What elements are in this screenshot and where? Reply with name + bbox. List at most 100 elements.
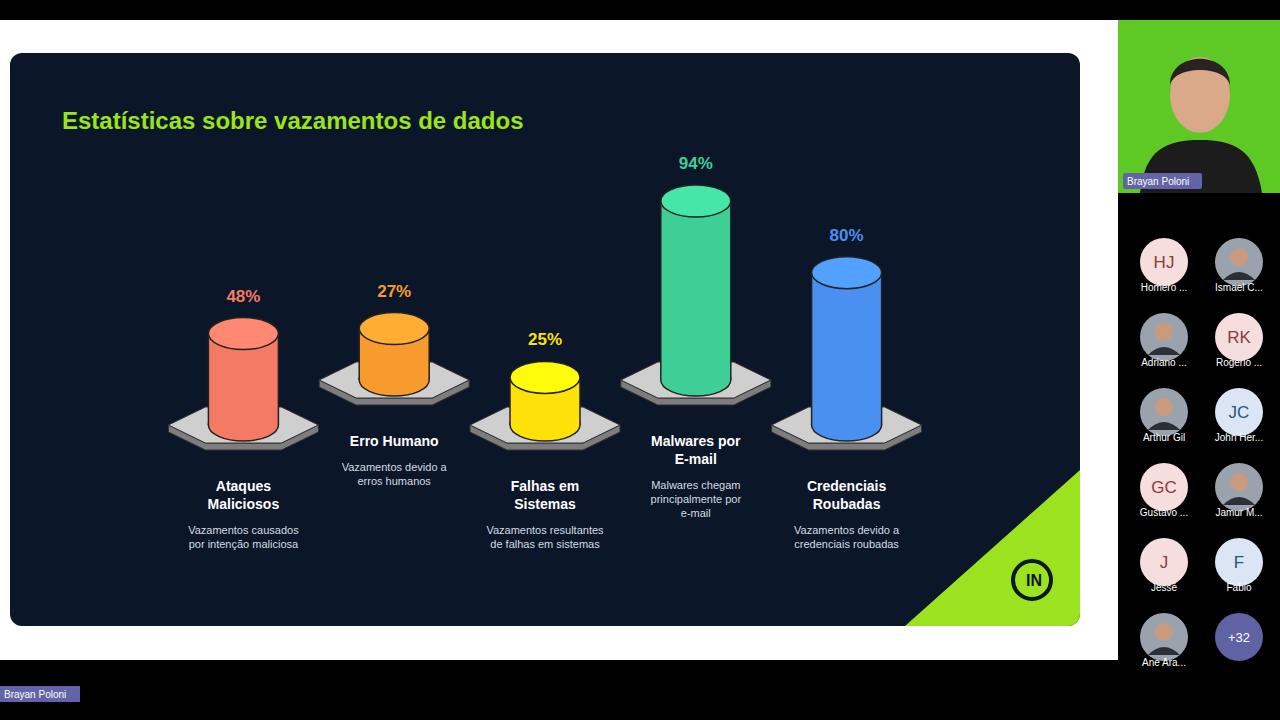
data-label: 48% <box>226 287 260 306</box>
participant-name: Adriano ... <box>1141 357 1187 368</box>
avatar-photo <box>1140 388 1188 436</box>
presenter-hair <box>1170 59 1230 85</box>
avatar <box>1215 313 1263 361</box>
cylinder-edge <box>660 201 662 380</box>
participant-name: Arthur Gil <box>1143 432 1185 443</box>
cylinder-edge <box>509 377 511 425</box>
participant: Ismael C... <box>1215 238 1263 293</box>
category-label: Falhas emSistemas <box>511 478 579 512</box>
more-participants: +32 <box>1228 630 1250 645</box>
presenter-name-bg <box>1123 173 1202 189</box>
speaker-label: Brayan Poloni <box>4 689 66 700</box>
avatar <box>1140 463 1188 511</box>
avatar-initials: J <box>1160 553 1169 572</box>
category-label: AtaquesMaliciosos <box>208 478 280 512</box>
platforms <box>168 362 921 450</box>
chart-title: Estatísticas sobre vazamentos de dados <box>62 107 524 134</box>
cylinder <box>510 361 580 441</box>
avatar <box>1215 538 1263 586</box>
cylinder-edge <box>881 273 883 425</box>
presenter-head <box>1170 57 1230 133</box>
presenter-name: Brayan Poloni <box>1127 176 1189 187</box>
avatar <box>1215 388 1263 436</box>
category-description: Vazamentos devido acredenciais roubadas <box>794 524 900 550</box>
screen: IN Estatísticas sobre vazamentos de dados… <box>0 0 1280 720</box>
avatar-initials: JC <box>1229 403 1250 422</box>
avatar-photo-body <box>1223 272 1255 280</box>
participant: Arthur Gil <box>1140 388 1188 443</box>
cylinder-top <box>208 318 278 350</box>
slide-background <box>10 53 1080 626</box>
participant-name: Jamur M... <box>1215 507 1262 518</box>
avatar-photo <box>1140 313 1188 361</box>
logo-text: IN <box>1026 572 1042 589</box>
category-description: Vazamentos resultantesde falhas em siste… <box>486 524 604 550</box>
category-description: Malwares chegamprincipalmente pore-mail <box>651 479 742 519</box>
avatar-initials: F <box>1234 553 1244 572</box>
cylinder-edge <box>358 329 360 380</box>
participant-name: Homero ... <box>1141 282 1188 293</box>
bar <box>812 273 882 425</box>
participant-name: John Her... <box>1215 432 1263 443</box>
category-label: Erro Humano <box>350 433 439 449</box>
data-label: 94% <box>679 154 713 173</box>
participants: HJHomero ... Ismael C... Adriano ... RK Roge… <box>1140 238 1263 668</box>
participant-name: Fabio <box>1226 582 1251 593</box>
data-label: 27% <box>377 282 411 301</box>
category-label: Malwares porE-mail <box>651 433 741 467</box>
participant: RK Rogerio ... <box>1215 313 1263 368</box>
cylinder <box>359 313 429 396</box>
avatar-photo-head <box>1230 248 1248 266</box>
category-description: Vazamentos devido aerros humanos <box>342 461 448 487</box>
cylinder <box>661 185 731 396</box>
avatar-photo-head <box>1155 398 1173 416</box>
participant: HJHomero ... <box>1140 238 1188 293</box>
cylinder-edge <box>208 334 210 425</box>
avatar-initials: RK <box>1227 328 1251 347</box>
participant-name: Jessé <box>1151 582 1178 593</box>
avatar-photo <box>1140 613 1188 661</box>
participant: F Fabio <box>1215 538 1263 593</box>
participant-name: Ismael C... <box>1215 282 1263 293</box>
data-label: 25% <box>528 330 562 349</box>
speaker-label-bg <box>0 686 80 702</box>
cylinder-edge <box>278 334 280 425</box>
participant-name: Ane Ara... <box>1142 657 1186 668</box>
cylinder-edge <box>579 377 581 425</box>
more-participants-bg <box>1215 613 1263 661</box>
avatar-photo-body <box>1223 497 1255 505</box>
bars <box>208 185 881 441</box>
participant: J Jessé <box>1140 538 1188 593</box>
presenter-wall <box>1118 20 1280 193</box>
avatar-photo-body <box>1148 347 1180 355</box>
cylinder-top <box>661 185 731 217</box>
cylinder-top <box>510 361 580 393</box>
cylinder-top <box>812 257 882 289</box>
avatar-photo-head <box>1155 323 1173 341</box>
cylinder-edge <box>811 273 813 425</box>
avatar-photo-head <box>1230 473 1248 491</box>
participant-name: Rogerio ... <box>1216 357 1262 368</box>
participant: Ane Ara... <box>1140 613 1188 668</box>
cylinder <box>208 318 278 441</box>
cylinder-top <box>359 313 429 345</box>
category-description: Vazamentos causadospor intenção malicios… <box>188 524 299 550</box>
slide: IN <box>10 53 1080 626</box>
avatar <box>1140 238 1188 286</box>
avatar-photo-head <box>1155 623 1173 641</box>
cylinder-edge <box>428 329 430 380</box>
bar <box>661 201 731 380</box>
cylinder-edge <box>730 201 732 380</box>
avatar-photo <box>1215 463 1263 511</box>
slide-corner <box>905 470 1080 626</box>
participant: JC John Her... <box>1215 388 1263 443</box>
participant: Jamur M... <box>1215 463 1263 518</box>
participant-name: Gustavo ... <box>1140 507 1188 518</box>
cylinder <box>812 257 882 441</box>
avatar-photo <box>1215 238 1263 286</box>
data-label: 80% <box>830 226 864 245</box>
background <box>0 0 1280 720</box>
avatar <box>1140 538 1188 586</box>
category-label: CredenciaisRoubadas <box>807 478 887 512</box>
avatar-initials: GC <box>1151 478 1177 497</box>
